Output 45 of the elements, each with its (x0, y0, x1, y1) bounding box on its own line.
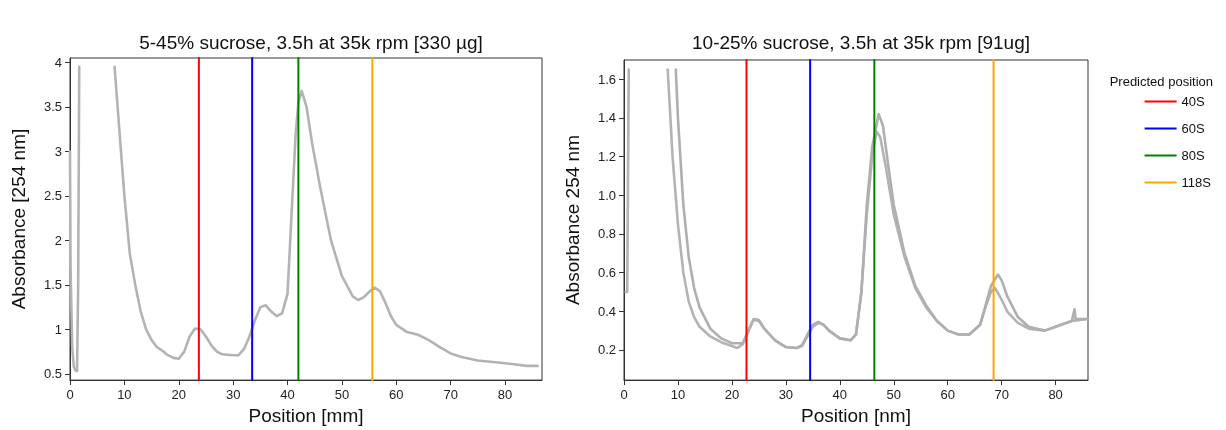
y-tick-label: 1.0 (597, 187, 616, 203)
x-tick-label: 20 (171, 387, 186, 403)
x-tick-label: 80 (1048, 387, 1063, 403)
x-tick-label: 60 (389, 387, 404, 403)
y-tick-label: 0.5 (43, 366, 62, 382)
x-tick-label: 40 (832, 387, 848, 403)
x-tick-label: 50 (886, 387, 901, 403)
legend-label: 118S (1181, 175, 1212, 190)
y-tick-label: 0.4 (597, 303, 616, 319)
x-tick-label: 80 (497, 387, 513, 403)
x-tick-label: 40 (280, 387, 295, 403)
legend-title: Predicted position (1109, 74, 1213, 89)
x-tick-label: 0 (66, 387, 74, 403)
y-tick-label: 2 (54, 232, 62, 248)
y-tick-label: 2.5 (43, 188, 62, 204)
y-tick-label: 1 (54, 321, 62, 337)
x-tick-label: 0 (620, 387, 628, 403)
y-tick-label: 0.6 (597, 265, 616, 281)
x-tick-label: 50 (334, 387, 350, 403)
x-tick-label: 70 (994, 387, 1009, 403)
legend-label: 80S (1181, 148, 1206, 163)
legend-label: 40S (1181, 94, 1206, 109)
chart-title: 5-45% sucrose, 3.5h at 35k rpm [330 µg] (139, 32, 483, 53)
x-tick-label: 10 (670, 387, 686, 403)
x-axis-title: Position [mm] (248, 405, 364, 426)
y-tick-label: 3.5 (43, 99, 62, 115)
y-tick-label: 1.4 (597, 110, 616, 126)
y-tick-label: 1.2 (597, 149, 616, 165)
legend-label: 60S (1181, 121, 1206, 136)
x-tick-label: 30 (225, 387, 241, 403)
y-tick-label: 0.8 (597, 226, 616, 242)
y-tick-label: 0.2 (597, 342, 616, 358)
x-tick-label: 60 (940, 387, 955, 403)
x-tick-label: 30 (778, 387, 794, 403)
chart-title: 10-25% sucrose, 3.5h at 35k rpm [91ug] (692, 32, 1030, 53)
y-tick-label: 4 (54, 54, 62, 70)
y-tick-label: 3 (54, 143, 62, 159)
x-tick-label: 10 (117, 387, 132, 403)
y-axis-title: Absorbance [254 nm] (8, 128, 29, 310)
x-tick-label: 70 (443, 387, 458, 403)
y-tick-label: 1.6 (597, 71, 616, 87)
x-tick-label: 20 (724, 387, 740, 403)
x-axis-title: Position [nm] (801, 405, 911, 426)
y-axis-title: Absorbance 254 nm (562, 135, 583, 306)
y-tick-label: 1.5 (43, 277, 62, 293)
